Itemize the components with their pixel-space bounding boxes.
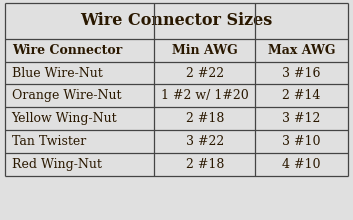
Text: Red Wing-Nut: Red Wing-Nut [12, 158, 102, 171]
Bar [5, 38, 348, 62]
Text: Blue Wire-Nut: Blue Wire-Nut [12, 66, 102, 79]
Text: Min AWG: Min AWG [172, 44, 238, 57]
Text: Max AWG: Max AWG [268, 44, 335, 57]
Bar [5, 62, 348, 84]
Bar [5, 84, 348, 107]
Text: Wire Connector: Wire Connector [12, 44, 122, 57]
Text: Wire Connector Sizes: Wire Connector Sizes [80, 12, 273, 29]
Text: 3 #22: 3 #22 [186, 135, 224, 148]
Text: 3 #16: 3 #16 [282, 66, 321, 79]
Text: Tan Twister: Tan Twister [12, 135, 86, 148]
Bar [5, 3, 348, 38]
Text: 3 #10: 3 #10 [282, 135, 321, 148]
Text: 2 #18: 2 #18 [186, 158, 224, 171]
Bar [5, 130, 348, 153]
Text: 1 #2 w/ 1#20: 1 #2 w/ 1#20 [161, 90, 249, 103]
Bar [5, 153, 348, 176]
Text: Yellow Wing-Nut: Yellow Wing-Nut [12, 112, 117, 125]
Text: Orange Wire-Nut: Orange Wire-Nut [12, 90, 121, 103]
Text: 2 #14: 2 #14 [282, 90, 321, 103]
Text: 3 #12: 3 #12 [282, 112, 321, 125]
Text: 2 #18: 2 #18 [186, 112, 224, 125]
Text: 2 #22: 2 #22 [186, 66, 224, 79]
Text: 4 #10: 4 #10 [282, 158, 321, 171]
Bar [5, 107, 348, 130]
